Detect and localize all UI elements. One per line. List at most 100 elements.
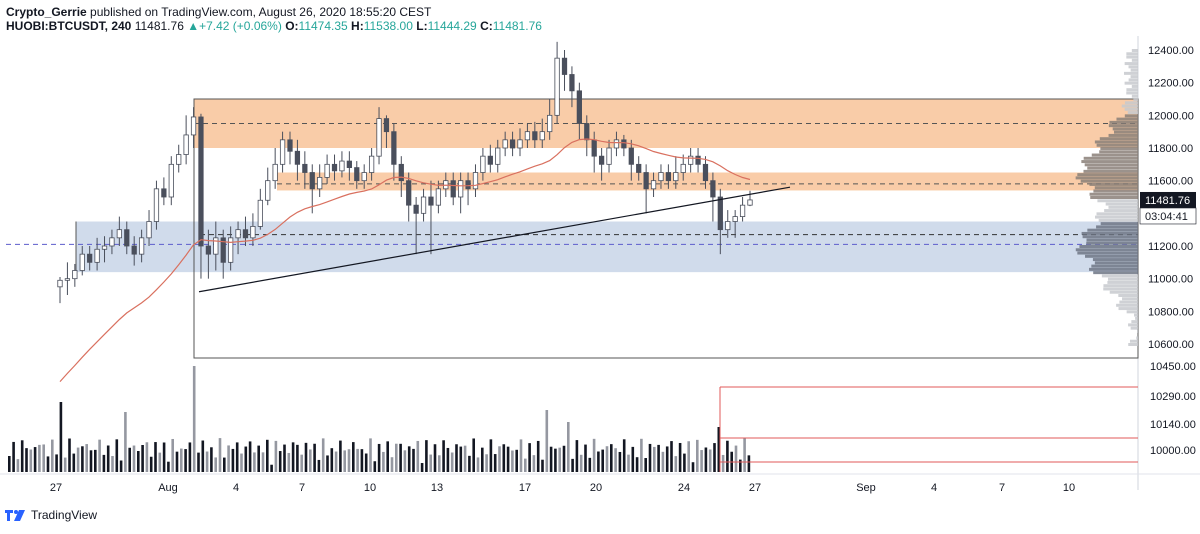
volume-bar: [592, 438, 596, 472]
volume-bar: [653, 446, 656, 472]
candle-body: [658, 172, 664, 182]
candle-body: [257, 199, 263, 227]
volume-bar: [25, 448, 28, 472]
author-name[interactable]: Crypto_Gerrie: [6, 5, 87, 19]
candle-body: [413, 204, 419, 214]
volume-bar: [300, 454, 303, 472]
volume-bar: [584, 444, 587, 472]
symbol-name[interactable]: HUOBI:BTCUSDT, 240: [6, 19, 132, 33]
volume-profile-bar: [1109, 290, 1138, 294]
volume-profile-bar: [1094, 186, 1138, 190]
volume-profile-bar: [1096, 225, 1138, 229]
volume-profile-bar: [1083, 156, 1138, 160]
candle-body: [584, 123, 590, 141]
price-chart[interactable]: 12400.00 12200.00 12000.00 11800.00 11600.00…: [0, 34, 1200, 529]
volume-bar: [154, 442, 157, 472]
price-tick-label: 11000.00: [1148, 274, 1193, 286]
volume-profile-bar: [1105, 202, 1138, 206]
volume-profile-bar: [1086, 241, 1138, 245]
volume-bar: [493, 454, 497, 472]
volume-profile-bar: [1128, 343, 1138, 346]
volume-bar: [343, 450, 346, 472]
candle-body: [680, 163, 686, 173]
tradingview-brand[interactable]: TradingView: [31, 508, 98, 522]
high-key: H:: [351, 19, 364, 33]
candle-body: [458, 180, 464, 198]
volume-profile-bar: [1113, 130, 1138, 134]
volume-bar: [579, 454, 583, 472]
volume-profile-bar: [1126, 52, 1138, 56]
volume-bar: [334, 451, 338, 472]
volume-bar: [261, 452, 265, 472]
volume-bar: [640, 438, 643, 472]
candle-body: [361, 172, 367, 182]
volume-profile-bar: [1130, 68, 1138, 72]
volume-bar: [192, 366, 196, 472]
candle-body: [465, 180, 471, 190]
volume-bar: [683, 453, 686, 472]
candle-body: [220, 237, 226, 263]
volume-bar: [519, 439, 523, 472]
countdown-label-bg: [1139, 207, 1197, 225]
volume-bar: [472, 438, 475, 472]
volume-bar: [76, 447, 80, 472]
candle-body: [725, 221, 731, 231]
volume-bar: [16, 459, 20, 472]
price-tick-label: 10600.00: [1148, 339, 1194, 351]
volume-bar: [463, 445, 467, 472]
volume-bar: [115, 439, 119, 472]
volume-tick-label: 10450.00: [1150, 361, 1196, 373]
candle-body: [532, 131, 538, 141]
volume-bar: [395, 443, 398, 472]
volume-bar: [167, 461, 170, 472]
volume-bar: [575, 440, 579, 472]
candle-body: [643, 172, 649, 190]
volume-bar: [51, 439, 54, 472]
volume-bar: [648, 443, 652, 472]
volume-bar: [489, 439, 493, 472]
volume-profile-bar: [1131, 58, 1138, 62]
candle-body: [487, 155, 493, 165]
volume-profile-bar: [1135, 316, 1138, 320]
volume-bar: [352, 442, 355, 472]
volume-bar: [377, 443, 381, 472]
volume-bar: [81, 446, 84, 472]
volume-profile-bar: [1124, 62, 1138, 66]
volume-bar: [739, 459, 742, 472]
candle-body: [309, 172, 315, 190]
volume-bar: [137, 451, 140, 472]
volume-bar: [197, 452, 200, 472]
volume-bar: [554, 448, 557, 472]
candle-body: [235, 229, 241, 239]
volume-bar: [145, 442, 149, 472]
trendline: [198, 186, 791, 293]
volume-profile-bar: [1121, 104, 1138, 108]
candle-body: [665, 172, 672, 182]
tradingview-logo-icon[interactable]: [4, 508, 26, 522]
candle-body: [495, 147, 501, 165]
volume-bar: [425, 440, 428, 472]
volume-profile-bar: [1136, 329, 1138, 333]
volume-profile-bar: [1103, 287, 1138, 291]
chart-area[interactable]: 12400.00 12200.00 12000.00 11800.00 11600.00…: [0, 34, 1200, 529]
volume-profile-bar: [1103, 284, 1138, 288]
candle-body: [183, 134, 189, 155]
volume-profile-bar: [1099, 137, 1138, 141]
volume-bar: [700, 450, 703, 472]
volume-bar: [506, 446, 510, 472]
candle-body: [124, 229, 130, 247]
volume-bar: [687, 441, 690, 472]
volume-profile-bar: [1075, 248, 1138, 252]
volume-bar: [132, 445, 136, 472]
volume-profile-bar: [1109, 120, 1138, 124]
volume-bar: [567, 422, 570, 472]
volume-profile-bar: [1101, 274, 1138, 278]
volume-bar: [631, 446, 635, 472]
candle-body: [606, 147, 612, 165]
volume-profile-bar: [1089, 267, 1138, 271]
volume-bar: [339, 440, 342, 472]
volume-profile-bar: [1089, 192, 1138, 196]
volume-bar: [227, 445, 230, 472]
volume-bar: [283, 444, 286, 472]
candle-body: [420, 196, 427, 214]
